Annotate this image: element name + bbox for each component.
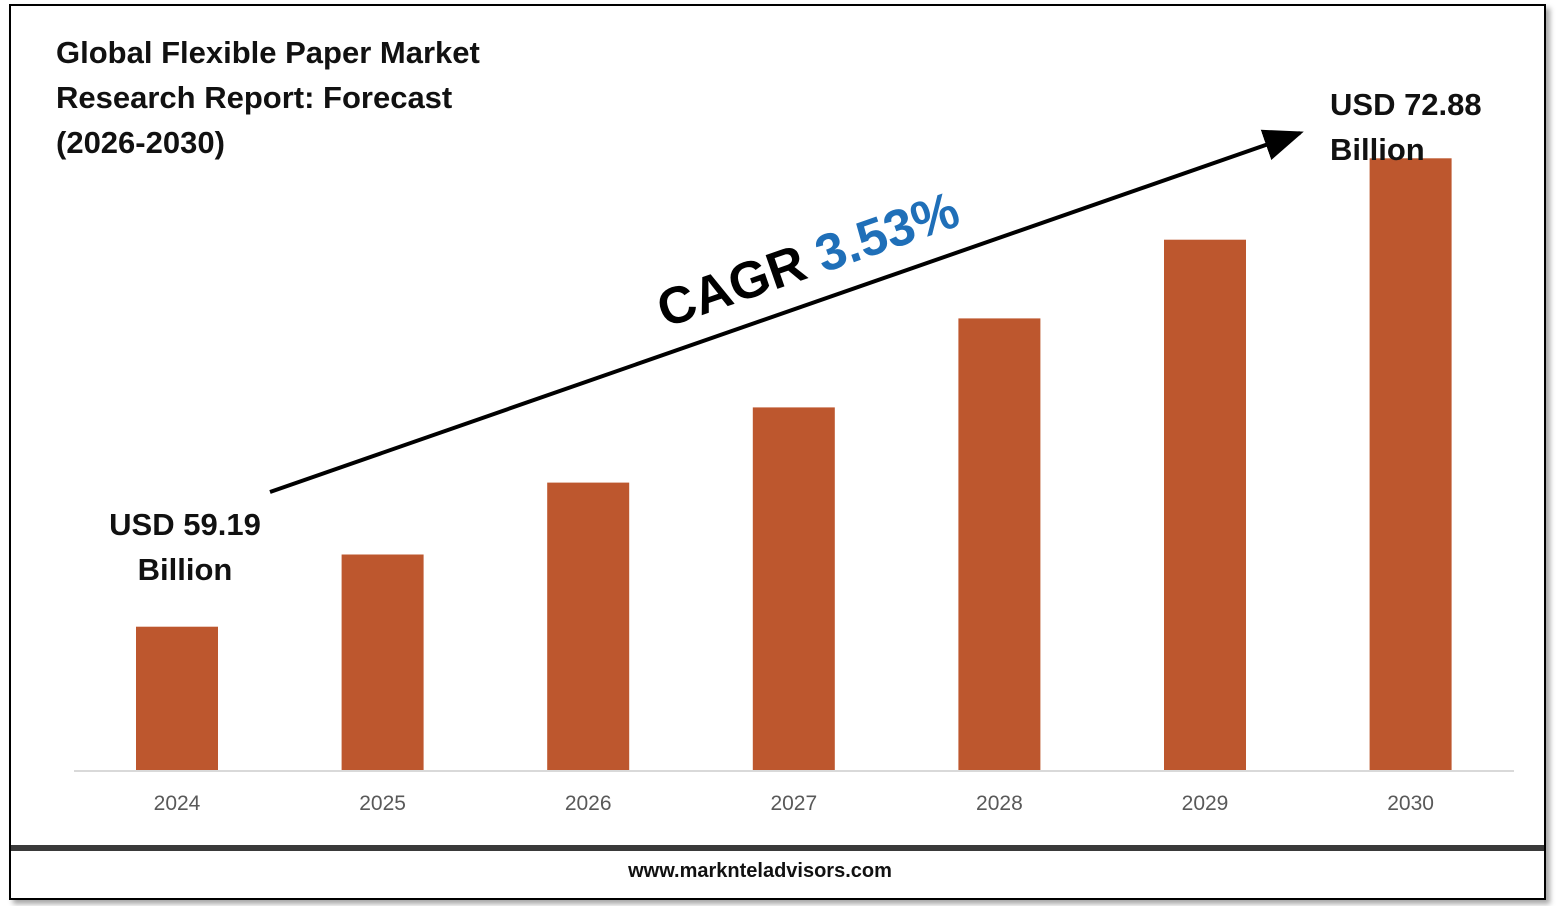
bars-layer <box>136 158 1452 771</box>
x-tick-label-2025: 2025 <box>359 792 406 815</box>
x-tick-label-2027: 2027 <box>770 792 817 815</box>
footer-divider <box>11 845 1544 851</box>
bar-2024 <box>136 626 218 770</box>
end-value-label-line1: USD 72.88 <box>1330 87 1482 122</box>
cagr-prefix: CAGR <box>650 229 827 339</box>
x-tick-label-2028: 2028 <box>976 792 1023 815</box>
x-tick-label-2024: 2024 <box>154 792 201 815</box>
x-tick-label-2029: 2029 <box>1182 792 1229 815</box>
cagr-trend-arrow <box>269 129 1304 494</box>
bar-2026 <box>547 482 630 770</box>
start-value-label-line1: USD 59.19 <box>109 507 261 542</box>
bar-2028 <box>958 318 1041 770</box>
cagr-value: 3.53% <box>808 181 966 284</box>
start-value-label-line2: Billion <box>138 552 233 587</box>
bar-2025 <box>341 554 424 770</box>
cagr-label: CAGR 3.53% <box>650 181 967 339</box>
chart-title: Global Flexible Paper Market Research Re… <box>56 35 480 160</box>
end-value-label-line2: Billion <box>1330 132 1425 167</box>
x-tick-labels: 2024 2025 2026 2027 2028 2029 2030 <box>154 792 1434 815</box>
footer-url: www.marknteladvisors.com <box>628 860 892 882</box>
bar-2030 <box>1369 158 1452 771</box>
bar-2027 <box>752 407 835 770</box>
bar-2029 <box>1164 239 1246 770</box>
x-tick-label-2030: 2030 <box>1387 792 1434 815</box>
x-tick-label-2026: 2026 <box>565 792 612 815</box>
